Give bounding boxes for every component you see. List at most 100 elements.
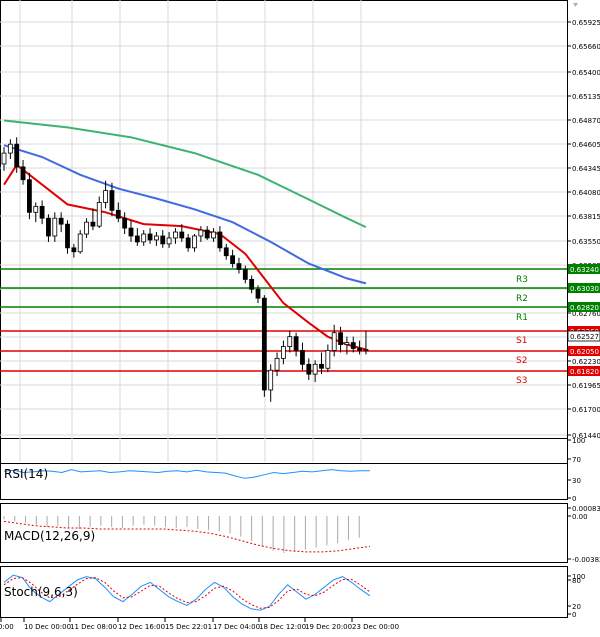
candle [185,234,191,252]
y-tick-label: 0.63550 [572,238,600,246]
candle-body [7,143,13,154]
candle-body [103,190,108,203]
candle-body [52,217,58,237]
candle [242,265,248,284]
candle-body [90,221,96,227]
y-tick-label: 0.61440 [572,432,600,440]
candle-body [331,332,337,351]
main-panel-frame [0,0,568,464]
level-price-tag [568,366,600,376]
moving-average-line [3,144,367,285]
candle [77,230,83,254]
sub-tick-label: 0.00 [572,513,588,521]
candle-body [274,357,280,371]
candle-body [325,350,331,369]
candle-body [46,217,51,237]
candle [287,330,293,353]
candle [20,159,26,185]
candle [236,257,242,274]
scroll-marker-icon [573,3,578,7]
sub-tick-label: 0.000833 [572,505,600,513]
candle-body [160,235,166,245]
sub-tick-label: 0 [572,495,576,503]
candle-body [1,152,7,165]
candle-body [141,233,147,243]
candle [338,326,343,353]
level-price-label: 0.62050 [570,348,599,356]
level-label-r3: R3 [516,275,528,285]
y-tick-label: 0.64345 [572,165,600,173]
y-tick-label: 0.65925 [572,19,600,27]
candle [331,324,337,357]
rsi-panel-frame [0,438,568,500]
sub-tick-label: 70 [572,456,581,464]
candle [255,285,261,304]
candle-body [249,279,255,290]
candle-body [26,179,32,213]
candle [153,232,159,246]
candle-body [39,205,45,219]
candle-body [211,231,216,239]
candle [65,220,70,254]
candle-body [122,217,128,229]
candle [103,180,108,209]
y-tick-label: 0.62760 [572,310,600,318]
candle-body [71,247,77,253]
candle-body [134,235,140,243]
level-label-s2: S2 [516,356,527,366]
candle [52,212,58,242]
level-label-r1: R1 [516,313,528,323]
candle [173,228,178,244]
level-price-label: 0.62820 [570,304,599,312]
candle-body [350,342,356,349]
candle [363,330,369,355]
candle-body [173,231,178,239]
indicator-label: MACD(12,26,9) [4,529,95,543]
candle-body [268,369,274,391]
candle [96,196,102,229]
candle-body [179,231,185,239]
level-price-tag [568,302,600,312]
candle [350,336,356,353]
candle [357,340,363,355]
candle-body [84,221,89,235]
candle [160,230,166,248]
candle-body [338,332,343,345]
candle-body [14,143,20,168]
x-tick-label: 11 Dec 08:00 [70,623,117,631]
x-tick-label: 15 Dec 22:01 [165,623,212,631]
candle-body [128,227,134,237]
candle-body [65,223,70,249]
candle [1,147,7,171]
oscillator-line [3,577,371,609]
candle [109,182,115,217]
sub-tick-label: 80 [572,577,581,585]
level-price-label: 0.63030 [570,285,599,293]
candle-body [312,363,318,375]
x-tick-label: 17 Dec 04:00 [213,623,260,631]
y-tick-label: 0.64870 [572,117,600,125]
level-price-tag [568,346,600,356]
candle [192,234,197,252]
candle [179,224,185,242]
candle [46,214,51,242]
candle-body [77,233,83,253]
candle-body [293,336,299,351]
candle [39,200,45,225]
candle [198,226,204,242]
candle-body [261,297,267,391]
candle [134,228,140,246]
level-label-s3: S3 [516,376,527,386]
candle-body [236,263,242,270]
candle [312,360,318,383]
y-tick-label: 0.65135 [572,93,600,101]
candle [128,220,134,242]
candle [217,226,223,252]
candle-body [147,233,153,241]
candle [71,243,77,258]
x-tick-label: 18 Dec 12:00 [259,623,306,631]
candle-body [198,229,204,237]
macd-panel-frame [0,503,568,563]
y-tick-label: 0.62230 [572,358,600,366]
sub-tick-label: -0.003827 [572,556,600,564]
